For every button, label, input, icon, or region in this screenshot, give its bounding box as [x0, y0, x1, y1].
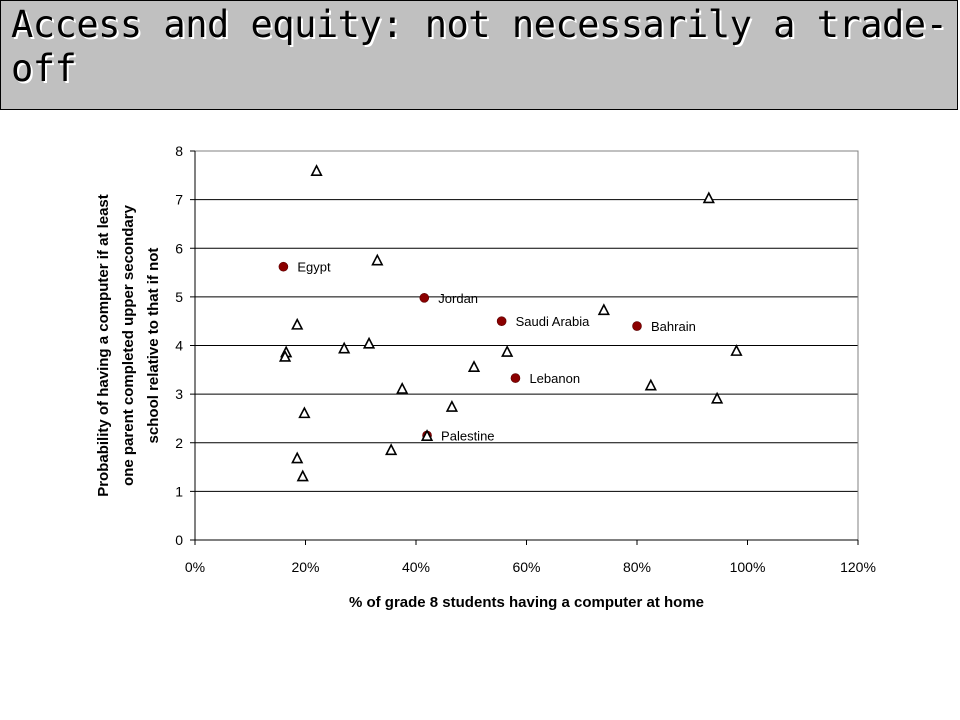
x-tick-label: 120% — [840, 559, 876, 575]
triangle-marker — [445, 400, 459, 412]
triangle-marker — [296, 469, 309, 482]
circle-marker — [496, 316, 507, 326]
point-label: Saudi Arabia — [516, 314, 590, 329]
y-tick-label: 6 — [175, 240, 183, 256]
y-tick-label: 0 — [175, 532, 183, 548]
x-tick-label: 0% — [185, 559, 205, 575]
point-label: Bahrain — [651, 319, 696, 334]
x-tick-label: 40% — [402, 559, 430, 575]
triangle-marker — [338, 341, 351, 354]
x-tick-label: 20% — [291, 559, 319, 575]
triangle-marker — [501, 345, 514, 357]
point-label: Egypt — [297, 260, 331, 275]
triangle-marker — [597, 303, 610, 316]
triangle-marker — [420, 429, 434, 442]
point-label: Lebanon — [529, 371, 580, 386]
triangle-marker — [396, 382, 409, 394]
circle-marker — [278, 261, 289, 272]
triangle-marker — [710, 391, 724, 404]
circle-marker — [632, 321, 642, 331]
triangle-marker — [278, 349, 292, 362]
y-tick-label: 4 — [175, 338, 183, 354]
x-tick-label: 100% — [730, 559, 766, 575]
page-title: Access and equity: not necessarily a tra… — [11, 3, 948, 90]
y-tick-label: 1 — [175, 483, 183, 499]
triangle-marker — [730, 344, 743, 356]
page-title-shadow: Access and equity: not necessarily a tra… — [13, 5, 950, 92]
circle-marker — [510, 373, 521, 383]
triangle-marker — [371, 253, 384, 266]
triangle-marker — [702, 191, 715, 204]
y-tick-label: 8 — [175, 143, 183, 159]
triangle-marker — [385, 443, 398, 456]
triangle-marker — [310, 164, 323, 177]
title-bar: Access and equity: not necessarily a tra… — [0, 0, 958, 110]
x-tick-label: 60% — [512, 559, 540, 575]
x-tick-label: 80% — [623, 559, 651, 575]
y-tick-label: 2 — [175, 435, 183, 451]
y-tick-label: 3 — [175, 386, 183, 402]
y-tick-label: 5 — [175, 289, 183, 305]
triangle-marker — [291, 317, 304, 330]
point-label: Jordan — [438, 291, 478, 306]
circle-marker — [419, 293, 430, 303]
y-axis-label: one parent completed upper secondary — [120, 204, 137, 486]
y-tick-label: 7 — [175, 192, 183, 208]
triangle-marker — [467, 360, 481, 372]
y-axis-label: Probability of having a computer if at l… — [95, 194, 112, 497]
y-axis-label: school relative to that if not — [145, 248, 162, 444]
triangle-marker — [644, 378, 657, 391]
triangle-marker — [291, 451, 304, 464]
point-label: Palestine — [441, 428, 494, 443]
x-axis-label: % of grade 8 students having a computer … — [349, 594, 704, 611]
triangle-marker — [362, 336, 376, 349]
triangle-marker — [298, 406, 311, 419]
